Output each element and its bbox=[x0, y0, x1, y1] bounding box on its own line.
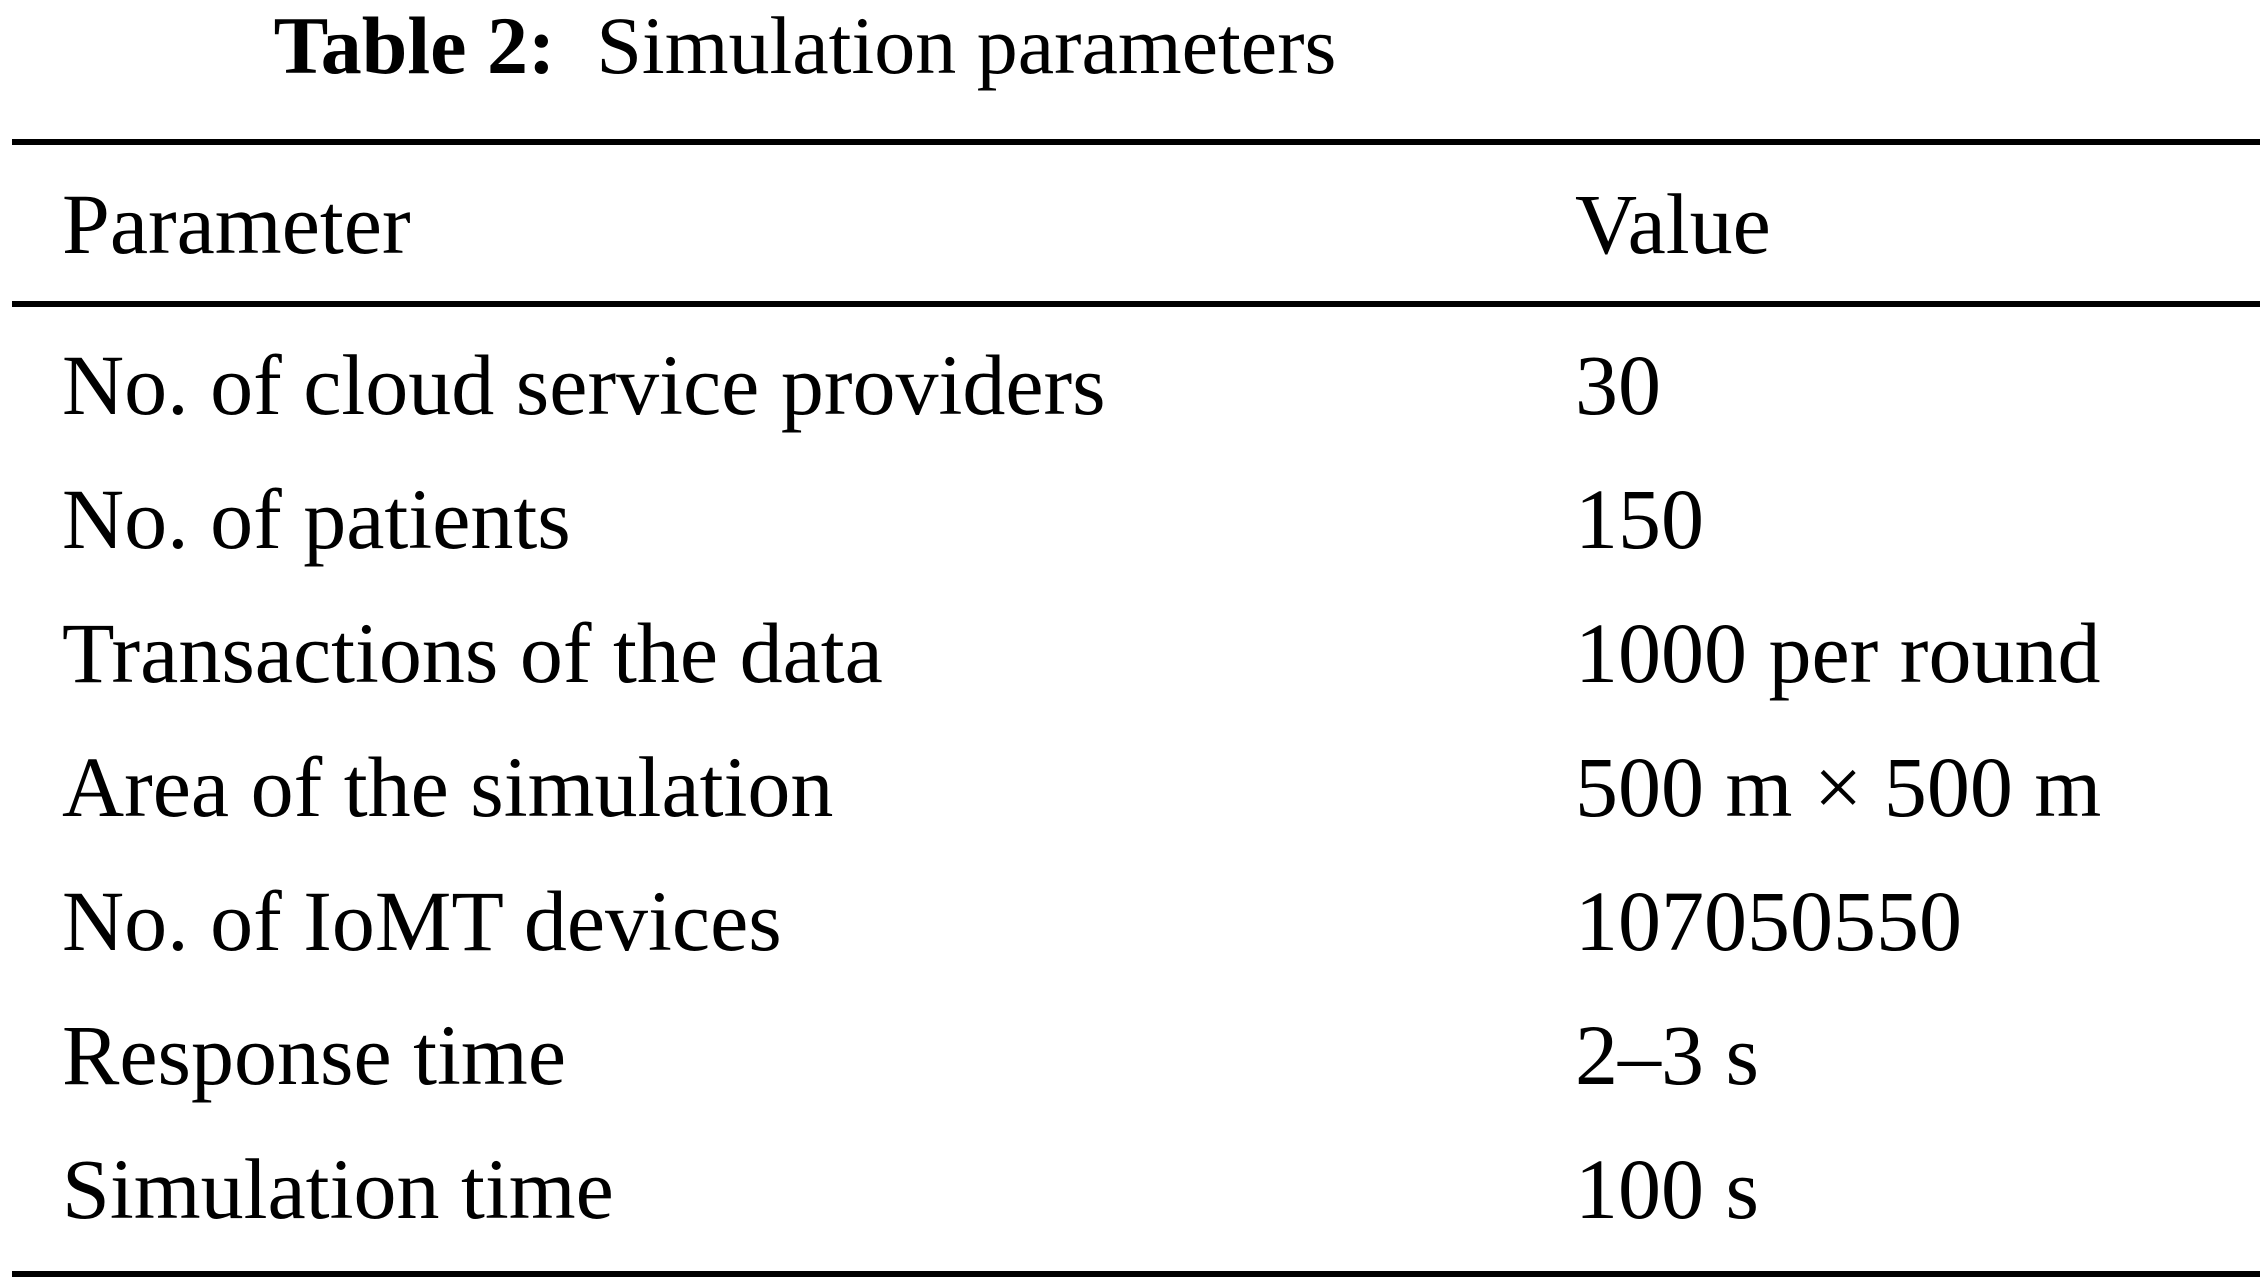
row-value: 2–3 s bbox=[1575, 1007, 1759, 1103]
row-parameter: Simulation time bbox=[62, 1141, 614, 1237]
row-parameter: No. of cloud service providers bbox=[62, 337, 1106, 433]
row-parameter: Transactions of the data bbox=[62, 605, 883, 701]
table-row: Response time 2–3 s bbox=[0, 988, 2265, 1122]
table-row: Area of the simulation 500 m × 500 m bbox=[0, 720, 2265, 854]
table-caption-title: Simulation parameters bbox=[596, 0, 1337, 91]
row-parameter: Response time bbox=[62, 1007, 566, 1103]
table-top-rule bbox=[12, 139, 2260, 145]
table-row: Simulation time 100 s bbox=[0, 1122, 2265, 1256]
row-value: 30 bbox=[1575, 337, 1661, 433]
table-caption-label: Table 2: bbox=[273, 0, 556, 91]
row-parameter: No. of patients bbox=[62, 471, 571, 567]
table-row: Transactions of the data 1000 per round bbox=[0, 586, 2265, 720]
table-header-row: Parameter Value bbox=[0, 157, 2265, 291]
table-row: No. of patients 150 bbox=[0, 452, 2265, 586]
row-value: 107050550 bbox=[1575, 873, 1962, 969]
header-parameter: Parameter bbox=[62, 176, 411, 272]
table-header-rule bbox=[12, 301, 2260, 307]
row-value: 100 s bbox=[1575, 1141, 1759, 1237]
row-value: 150 bbox=[1575, 471, 1704, 567]
row-value: 500 m × 500 m bbox=[1575, 739, 2102, 835]
table-caption: Table 2: Simulation parameters bbox=[0, 0, 1610, 92]
row-value: 1000 per round bbox=[1575, 605, 2101, 701]
table-row: No. of cloud service providers 30 bbox=[0, 318, 2265, 452]
table-bottom-rule bbox=[12, 1271, 2260, 1277]
header-value: Value bbox=[1575, 176, 1771, 272]
row-parameter: No. of IoMT devices bbox=[62, 873, 782, 969]
table-row: No. of IoMT devices 107050550 bbox=[0, 854, 2265, 988]
row-parameter: Area of the simulation bbox=[62, 739, 834, 835]
